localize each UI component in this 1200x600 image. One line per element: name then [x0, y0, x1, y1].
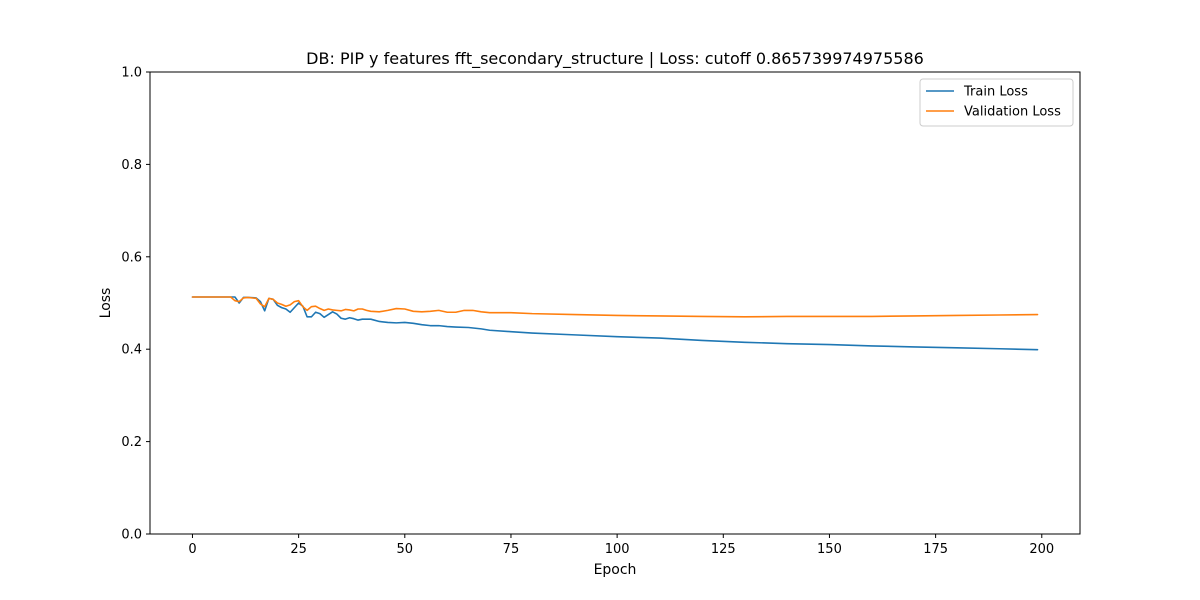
x-tick-label: 50 — [397, 542, 414, 557]
y-tick-label: 0.0 — [121, 528, 142, 543]
y-tick-label: 0.8 — [121, 158, 142, 173]
x-tick-label: 100 — [605, 542, 630, 557]
legend-label: Validation Loss — [964, 105, 1061, 120]
legend-label: Train Loss — [963, 85, 1028, 100]
series-line-validation-loss — [191, 296, 1039, 318]
x-tick-label: 125 — [711, 542, 736, 557]
plot-frame — [149, 71, 1081, 535]
x-axis-ticks: 0 25 50 75 100 125 150 175 200 — [188, 534, 1054, 557]
y-tick-label: 0.6 — [121, 250, 142, 265]
x-tick-label: 150 — [817, 542, 842, 557]
x-tick-label: 25 — [290, 542, 307, 557]
x-tick-label: 200 — [1029, 542, 1054, 557]
y-axis-label: Loss — [98, 288, 114, 319]
x-axis-label: Epoch — [594, 562, 637, 578]
y-axis-ticks: 0.0 0.2 0.4 0.6 0.8 1.0 — [121, 66, 150, 543]
x-tick-label: 175 — [923, 542, 948, 557]
x-tick-label: 75 — [503, 542, 520, 557]
y-tick-label: 1.0 — [121, 66, 142, 81]
legend-box — [919, 78, 1074, 127]
y-tick-label: 0.4 — [121, 343, 142, 358]
y-tick-label: 0.2 — [121, 435, 142, 450]
legend: Train Loss Validation Loss — [919, 78, 1074, 127]
series-layer — [191, 296, 1039, 351]
x-tick-label: 0 — [188, 542, 196, 557]
chart-title: DB: PIP y features fft_secondary_structu… — [306, 49, 924, 69]
